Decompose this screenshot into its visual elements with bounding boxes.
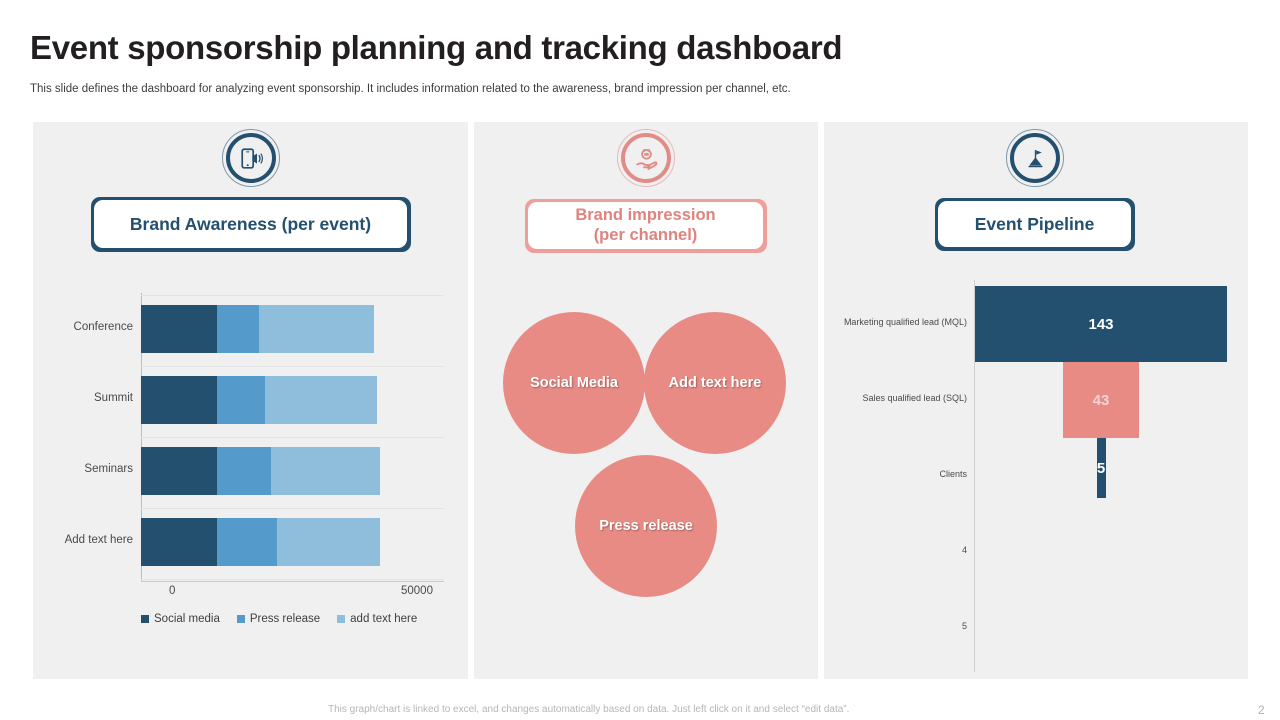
legend-label: Social media: [154, 613, 220, 625]
chart-x-axis: [141, 581, 444, 582]
circle-social-media[interactable]: Social Media: [503, 312, 645, 454]
icon-ring-inner: [226, 133, 276, 183]
panel-title-brand-impression: Brand impression (per channel): [525, 199, 767, 253]
brand-awareness-chart: Conference Summit Seminars Add text here 0 …: [33, 285, 468, 625]
panel-title-line-2: (per channel): [593, 225, 698, 244]
funnel-label: Marketing qualified lead (MQL): [843, 317, 967, 327]
page-title: Event sponsorship planning and tracking …: [30, 29, 843, 66]
panel-title-line-1: Brand impression: [575, 206, 716, 225]
phone-megaphone-icon: [222, 129, 280, 187]
hand-holding-impression-icon: [617, 129, 675, 187]
stacked-bar[interactable]: [141, 518, 444, 566]
gridline: [141, 366, 444, 367]
category-label: Add text here: [64, 534, 133, 546]
stacked-bar[interactable]: [141, 305, 444, 353]
flag-mountain-icon: [1006, 129, 1064, 187]
funnel-label: 5: [961, 621, 967, 631]
bar-segment[interactable]: [216, 518, 278, 566]
icon-ring-outer: [1006, 129, 1064, 187]
gridline: [141, 579, 444, 580]
page-number: 2: [1258, 703, 1265, 717]
category-label: Conference: [73, 321, 133, 333]
funnel-row: 5: [824, 590, 1248, 666]
footer-note: This graph/chart is linked to excel, and…: [328, 704, 850, 715]
funnel-row: Clients 5: [824, 438, 1248, 514]
legend-item[interactable]: add text here: [337, 613, 417, 625]
legend-item[interactable]: Press release: [236, 613, 321, 625]
funnel-bar[interactable]: 143: [975, 286, 1227, 362]
bar-segment[interactable]: [277, 518, 381, 566]
bar-segment[interactable]: [216, 376, 266, 424]
circle-press-release[interactable]: Press release: [575, 455, 717, 597]
panel-title-text: Event Pipeline: [938, 201, 1131, 247]
funnel-label: Sales qualified lead (SQL): [862, 393, 967, 403]
chart-row: Conference: [33, 305, 468, 353]
bar-segment[interactable]: [216, 305, 260, 353]
panel-title-event-pipeline: Event Pipeline: [935, 198, 1135, 251]
gridline: [141, 295, 444, 296]
panel-title-text: Brand Awareness (per event): [94, 200, 407, 248]
category-label: Seminars: [84, 463, 133, 475]
legend-swatch: [141, 615, 149, 623]
chart-row: Summit: [33, 376, 468, 424]
funnel-row: 4: [824, 514, 1248, 590]
legend-label: add text here: [350, 613, 418, 625]
panel-title-brand-awareness: Brand Awareness (per event): [91, 197, 411, 252]
event-pipeline-funnel: Marketing qualified lead (MQL) 143 Sales q…: [824, 280, 1248, 675]
legend-label: Press release: [249, 613, 321, 625]
funnel-label: Clients: [939, 469, 967, 479]
funnel-row: Marketing qualified lead (MQL) 143: [824, 286, 1248, 362]
funnel-axis: [974, 280, 975, 672]
funnel-bar[interactable]: 43: [1063, 362, 1139, 438]
brand-impression-circles: Social Media Add text here Press release: [474, 300, 818, 600]
chart-row: Add text here: [33, 518, 468, 566]
funnel-bar[interactable]: 5: [1096, 438, 1106, 498]
legend-item[interactable]: Social media: [141, 613, 220, 625]
x-tick-min: 0: [169, 585, 176, 597]
bar-segment[interactable]: [141, 305, 217, 353]
stacked-bar[interactable]: [141, 447, 444, 495]
chart-row: Seminars: [33, 447, 468, 495]
category-label: Summit: [94, 392, 133, 404]
panel-title-text: Brand impression (per channel): [528, 202, 763, 249]
gridline: [141, 508, 444, 509]
chart-legend: Social media Press release add text here: [141, 613, 417, 625]
legend-swatch: [236, 615, 245, 623]
bar-segment[interactable]: [259, 305, 375, 353]
bar-segment[interactable]: [141, 518, 217, 566]
funnel-row: Sales qualified lead (SQL) 43: [824, 362, 1248, 438]
bar-segment[interactable]: [141, 447, 217, 495]
bar-segment[interactable]: [141, 376, 217, 424]
gridline: [141, 437, 444, 438]
funnel-label: 4: [961, 545, 967, 555]
icon-ring-inner: [621, 133, 671, 183]
bar-segment[interactable]: [265, 376, 378, 424]
x-tick-max: 50000: [401, 585, 433, 597]
circle-add-text-here[interactable]: Add text here: [644, 312, 786, 454]
page-subtitle: This slide defines the dashboard for ana…: [30, 83, 791, 95]
stacked-bar[interactable]: [141, 376, 444, 424]
legend-swatch: [337, 615, 346, 623]
bar-segment[interactable]: [216, 447, 272, 495]
bar-segment[interactable]: [271, 447, 381, 495]
icon-ring-inner: [1010, 133, 1060, 183]
icon-ring-outer: [617, 129, 675, 187]
icon-ring-outer: [222, 129, 280, 187]
